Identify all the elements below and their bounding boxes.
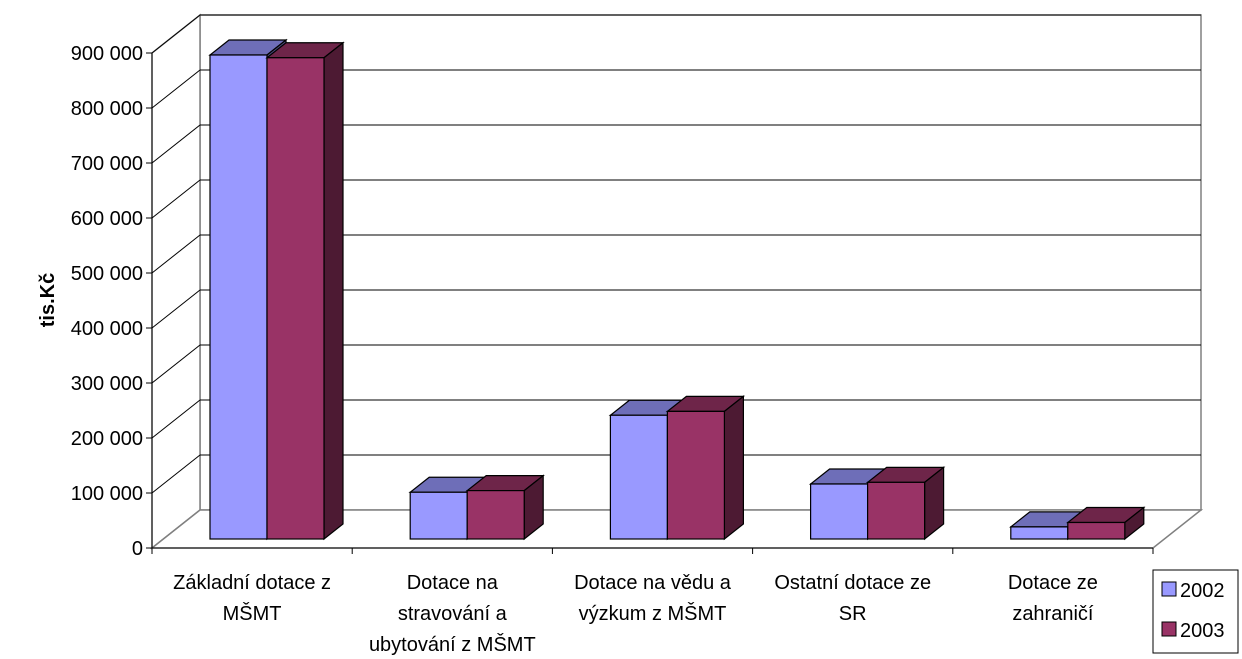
x-category-label-line: stravování a: [398, 603, 508, 625]
bar-front: [1067, 521, 1126, 540]
y-axis: 0 100 000 200 000 300 000 400 000 500 000 600 …: [71, 43, 153, 560]
gridline-side: [151, 179, 201, 219]
legend-label-2002: 2002: [1180, 580, 1225, 602]
x-category-label-line: Dotace na: [407, 572, 499, 594]
bar-front: [609, 414, 669, 540]
x-category-label-line: zahraničí: [1012, 603, 1094, 625]
bar-front: [666, 410, 726, 540]
y-axis-title: tis.Kč: [37, 273, 59, 327]
gridline-side: [151, 344, 201, 384]
gridline-side: [151, 454, 201, 494]
y-tick-label: 100 000: [71, 483, 143, 505]
x-category-label: Dotace ze zahraničí: [1008, 572, 1098, 625]
gridline-side: [151, 124, 201, 164]
x-category-label-line: SR: [839, 603, 867, 625]
gridline-side: [151, 399, 201, 439]
bar-2003-3: [665, 395, 746, 541]
y-tick-label: 600 000: [71, 208, 143, 230]
bar-front: [466, 490, 525, 540]
x-category-label-line: Dotace na vědu a: [574, 572, 732, 594]
x-category-label-line: Základní dotace z: [173, 572, 331, 594]
bar-side: [723, 395, 744, 541]
bar-side: [323, 41, 344, 541]
y-tick-label: 200 000: [71, 428, 143, 450]
y-tick-label: 300 000: [71, 373, 143, 395]
gridlines: [151, 14, 1201, 494]
bar-front: [809, 483, 869, 540]
bars: [208, 38, 1146, 541]
legend: 2002 2003: [1152, 569, 1239, 654]
x-category-label: Dotace na stravování a ubytování z MŠMT: [369, 572, 536, 656]
bar-2003-4: [865, 466, 946, 541]
x-category-label: Dotace na vědu a výzkum z MŠMT: [574, 572, 732, 625]
y-tick-label: 400 000: [71, 318, 143, 340]
bar-front: [409, 491, 468, 540]
legend-label-2003: 2003: [1180, 620, 1225, 642]
bar-front: [1010, 526, 1069, 540]
bar-2003-1: [265, 41, 345, 541]
y-tick-label: 800 000: [71, 98, 143, 120]
x-category-label-line: výzkum z MŠMT: [579, 602, 727, 625]
gridline-side: [151, 69, 201, 109]
side-wall: [151, 13, 201, 550]
y-tick-label: 0: [132, 538, 143, 560]
bar-front: [866, 481, 926, 540]
x-category-label-line: ubytování z MŠMT: [369, 633, 536, 656]
bar-2003-5: [1066, 506, 1146, 541]
x-axis: Základní dotace z MŠMT Dotace na stravování…: [151, 547, 1154, 656]
bar-front: [266, 57, 325, 540]
y-tick-label: 900 000: [71, 43, 143, 65]
gridline-side: [151, 289, 201, 329]
y-tick-label: 700 000: [71, 153, 143, 175]
x-category-label: Základní dotace z MŠMT: [173, 572, 331, 625]
legend-swatch-2003: [1161, 621, 1177, 637]
x-category-label-line: Ostatní dotace ze: [774, 572, 931, 594]
bar-front: [209, 54, 268, 540]
gridline-side: [151, 234, 201, 274]
x-category-label: Ostatní dotace ze SR: [774, 572, 931, 625]
x-category-label-line: Dotace ze: [1008, 572, 1098, 594]
bar-2003-2: [465, 474, 545, 541]
y-tick-label: 500 000: [71, 263, 143, 285]
x-category-label-line: MŠMT: [223, 602, 282, 625]
gridline-side: [151, 14, 201, 54]
legend-swatch-2002: [1161, 581, 1177, 597]
